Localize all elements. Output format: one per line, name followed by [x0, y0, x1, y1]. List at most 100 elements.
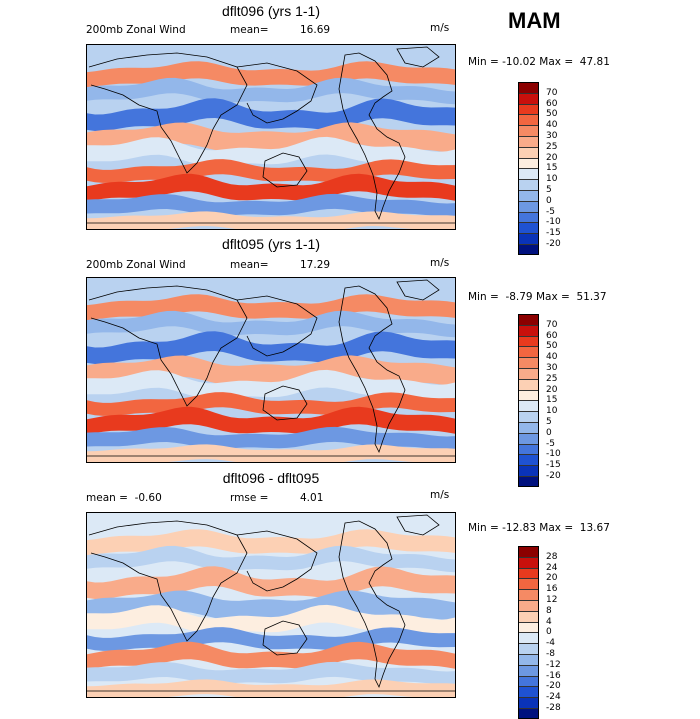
colorbar-swatch: [518, 368, 539, 379]
colorbar-label: 10: [546, 174, 558, 185]
colorbar-label: -20: [546, 239, 561, 249]
colorbar-label: 40: [546, 120, 558, 131]
panel-units-1: m/s: [430, 257, 450, 269]
coast-greenland: [396, 46, 440, 68]
panel-stat-value-1: 17.29: [300, 259, 331, 271]
colorbar-label: 15: [546, 395, 558, 406]
contour-band: [87, 641, 455, 670]
colorbar-swatch: [518, 546, 539, 557]
colorbar-swatch: [518, 654, 539, 665]
coast-australia: [262, 152, 308, 188]
colorbar-swatch: [518, 190, 539, 201]
colorbar-label: -16: [546, 670, 561, 681]
colorbar-swatch: [518, 92, 539, 104]
colorbar-swatch: [518, 686, 539, 698]
coast-australia: [262, 385, 308, 421]
contour-band: [87, 444, 455, 462]
colorbar-swatch: [518, 114, 539, 126]
colorbar-label: 28: [546, 551, 558, 562]
colorbar-swatch: [518, 411, 539, 422]
colorbar-swatch: [518, 600, 539, 611]
contour-band: [87, 136, 455, 167]
colorbar-swatch: [518, 589, 539, 600]
colorbar-swatch: [518, 222, 539, 234]
colorbar-label: -15: [546, 460, 561, 471]
colorbar-swatch: [518, 157, 539, 169]
contour-layers: [87, 45, 455, 229]
contour-band: [87, 513, 455, 530]
colorbar-swatch: [518, 621, 539, 633]
coastline-overlay: [87, 46, 455, 224]
colorbar-label: -15: [546, 228, 561, 239]
colorbar-label: 8: [546, 605, 552, 616]
contour-band: [87, 369, 455, 400]
colorbar-label: 24: [546, 562, 558, 573]
colorbar-swatch: [518, 400, 539, 412]
contour-band: [87, 545, 455, 573]
coast-africa-eurasia: [88, 52, 248, 174]
colorbar-swatch: [518, 324, 539, 336]
colorbar-label: 30: [546, 363, 558, 373]
contour-band: [87, 173, 455, 202]
coast-asia: [236, 295, 318, 357]
coast-greenland: [396, 279, 440, 301]
coast-australia: [262, 620, 308, 656]
colorbar-label: 12: [546, 595, 558, 605]
contour-band: [87, 679, 455, 697]
colorbar-label: -24: [546, 692, 561, 703]
colorbar-label: 50: [546, 341, 558, 352]
colorbar-swatch: [518, 443, 539, 455]
panel-stat-label-2: rmse =: [230, 492, 269, 504]
colorbar-label: -4: [546, 638, 555, 649]
coast-americas: [338, 285, 406, 454]
colorbar-label: -5: [546, 438, 555, 449]
panel-minmax-0: Min = -10.02 Max = 47.81: [468, 56, 610, 68]
colorbar-swatch: [518, 465, 539, 476]
colorbar-swatch: [518, 578, 539, 590]
contour-band: [87, 310, 455, 338]
colorbar-label: 20: [546, 573, 558, 584]
colorbar-swatch: [518, 389, 539, 401]
colorbar-swatch: [518, 556, 539, 568]
panel-variable-label-0: 200mb Zonal Wind: [86, 24, 186, 36]
panel-variable-label-1: 200mb Zonal Wind: [86, 259, 186, 271]
panel-stat-label-0: mean=: [230, 24, 269, 36]
contour-band: [87, 45, 455, 62]
contour-layers: [87, 278, 455, 462]
colorbar-label: 30: [546, 131, 558, 141]
contour-band: [87, 211, 455, 229]
contour-band: [87, 278, 455, 295]
coast-asia: [236, 62, 318, 124]
coast-africa-eurasia: [88, 520, 248, 642]
colorbar-swatch: [518, 664, 539, 676]
panel-stat-value-0: 16.69: [300, 24, 331, 36]
colorbar-label: 0: [546, 195, 552, 206]
colorbar-label: -10: [546, 449, 561, 460]
contour-band: [87, 604, 455, 635]
contour-band: [87, 426, 455, 450]
contour-band: [87, 355, 455, 387]
colorbar-label: 25: [546, 141, 558, 152]
colorbar-label: -20: [546, 681, 561, 692]
panel-minmax-2: Min = -12.83 Max = 13.67: [468, 522, 610, 534]
colorbar-swatch: [518, 378, 539, 390]
colorbar-label: 15: [546, 163, 558, 174]
colorbar-label: 5: [546, 185, 552, 195]
contour-map-2: [86, 512, 456, 698]
colorbar-swatch: [518, 136, 539, 147]
contour-layers: [87, 513, 455, 697]
colorbar-label: 20: [546, 152, 558, 163]
contour-band: [87, 77, 455, 105]
contour-band: [87, 294, 455, 321]
colorbar-label: 40: [546, 352, 558, 363]
colorbar-swatch: [518, 643, 539, 654]
colorbar-swatch: [518, 357, 539, 368]
panel-units-0: m/s: [430, 22, 450, 34]
colorbar-label: 0: [546, 427, 552, 438]
colorbar-label: 0: [546, 627, 552, 638]
colorbar-label: -5: [546, 206, 555, 217]
colorbar-swatch: [518, 610, 539, 622]
colorbar-label: 20: [546, 384, 558, 395]
colorbar-swatch: [518, 454, 539, 466]
colorbar-swatch: [518, 675, 539, 687]
